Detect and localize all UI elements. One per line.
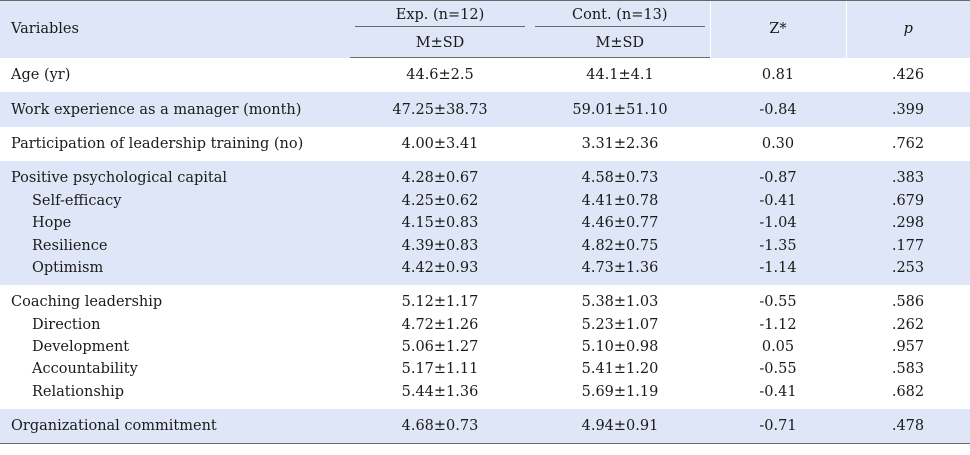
p-value: .762	[891, 135, 925, 152]
cont-value: 44.1±4.1	[586, 67, 654, 84]
cont-value: 5.23±1.07	[581, 316, 659, 333]
p-value: .586	[891, 294, 925, 311]
cont-value: 3.31±2.36	[581, 135, 659, 152]
row-label: Work experience as a manager (month)	[0, 98, 350, 121]
p-value: .253	[846, 256, 970, 280]
header-z: Z*	[709, 0, 846, 58]
z-value: 0.30	[761, 135, 795, 152]
table-header: Variables Exp. (n=12) Cont. (n=13) Z* p …	[0, 0, 970, 58]
header-variables: Variables	[0, 0, 350, 58]
header-msd-exp: M±SD	[350, 29, 530, 58]
comparison-table: Variables Exp. (n=12) Cont. (n=13) Z* p …	[0, 0, 970, 445]
header-p: p	[845, 0, 970, 58]
row-label: Direction	[32, 316, 101, 333]
cont-value: 4.82±0.75	[530, 234, 710, 257]
cont-value: 5.69±1.19	[581, 383, 659, 400]
cont-value: 4.73±1.36	[530, 256, 710, 280]
cont-value: 5.38±1.03	[581, 294, 659, 311]
p-value: .399	[846, 98, 970, 121]
p-value: .679	[846, 189, 970, 212]
header-cont: Cont. (n=13)	[534, 3, 705, 27]
cont-value: 4.46±0.77	[530, 211, 710, 235]
header-exp: Exp. (n=12)	[355, 3, 525, 27]
z-value: -1.12	[759, 316, 797, 333]
exp-value: 4.68±0.73	[350, 415, 530, 438]
exp-value: 5.12±1.17	[401, 294, 479, 311]
header-msd-cont: M±SD	[530, 29, 710, 58]
row-label: Self-efficacy	[0, 189, 350, 212]
row-label: Resilience	[0, 234, 350, 257]
table-row: Accountability 5.17±1.11 5.41±1.20 -0.55…	[0, 358, 970, 380]
table-row: Positive psychological capital 4.28±0.67…	[0, 167, 970, 190]
cont-value: 4.41±0.78	[530, 189, 710, 212]
z-value: 0.81	[761, 67, 795, 84]
cont-value: 5.10±0.98	[581, 339, 659, 356]
exp-value: 4.25±0.62	[350, 189, 530, 212]
table-row: Age (yr) 44.6±2.5 44.1±4.1 0.81 .426	[0, 64, 970, 86]
row-label: Accountability	[32, 361, 138, 378]
exp-value: 5.44±1.36	[401, 383, 479, 400]
row-label: Age (yr)	[11, 67, 71, 84]
exp-value: 4.15±0.83	[350, 211, 530, 235]
z-value: -0.71	[710, 415, 846, 438]
p-value: .383	[846, 167, 970, 190]
row-label: Relationship	[32, 383, 125, 400]
exp-value: 4.72±1.26	[401, 316, 479, 333]
p-value: .583	[891, 361, 925, 378]
row-label: Optimism	[0, 256, 350, 280]
header-cont-group: Cont. (n=13)	[530, 0, 710, 29]
z-value: -1.04	[710, 211, 846, 235]
exp-value: 4.00±3.41	[401, 135, 479, 152]
p-value: .682	[891, 383, 925, 400]
row-label: Organizational commitment	[0, 415, 350, 438]
table-row: Coaching leadership 5.12±1.17 5.38±1.03 …	[0, 291, 970, 313]
exp-value: 4.39±0.83	[350, 234, 530, 257]
table-row: Direction 4.72±1.26 5.23±1.07 -1.12 .262	[0, 314, 970, 336]
z-value: 0.05	[761, 339, 795, 356]
table-row: Hope 4.15±0.83 4.46±0.77 -1.04 .298	[0, 211, 970, 235]
table-row: Relationship 5.44±1.36 5.69±1.19 -0.41 .…	[0, 381, 970, 403]
p-value: .298	[846, 211, 970, 235]
z-value: -0.87	[710, 167, 846, 190]
z-value: -0.55	[759, 294, 797, 311]
table-row: Resilience 4.39±0.83 4.82±0.75 -1.35 .17…	[0, 234, 970, 257]
row-label: Development	[32, 339, 130, 356]
z-value: -0.41	[759, 383, 797, 400]
row-label: Participation of leadership training (no…	[11, 135, 304, 152]
table-row: Organizational commitment 4.68±0.73 4.94…	[0, 415, 970, 438]
table-row: Development 5.06±1.27 5.10±0.98 0.05 .95…	[0, 336, 970, 358]
header-exp-group: Exp. (n=12)	[350, 0, 530, 29]
z-value: -0.55	[759, 361, 797, 378]
exp-value: 5.06±1.27	[401, 339, 479, 356]
exp-value: 4.42±0.93	[350, 256, 530, 280]
table-row: Optimism 4.42±0.93 4.73±1.36 -1.14 .253	[0, 256, 970, 280]
p-value: .262	[891, 316, 925, 333]
row-label: Positive psychological capital	[0, 167, 350, 190]
z-value: -1.14	[710, 256, 846, 280]
exp-value: 5.17±1.11	[401, 361, 479, 378]
cont-value: 5.41±1.20	[581, 361, 659, 378]
z-value: -1.35	[710, 234, 846, 257]
table-row: Participation of leadership training (no…	[0, 133, 970, 155]
exp-value: 47.25±38.73	[350, 98, 530, 121]
table-row: Work experience as a manager (month) 47.…	[0, 98, 970, 121]
exp-value: 44.6±2.5	[406, 67, 474, 84]
cont-value: 4.94±0.91	[530, 415, 710, 438]
p-value: .426	[891, 67, 925, 84]
row-label: Coaching leadership	[11, 294, 163, 311]
row-label: Hope	[0, 211, 350, 235]
p-value: .957	[891, 339, 925, 356]
cont-value: 59.01±51.10	[530, 98, 710, 121]
cont-value: 4.58±0.73	[530, 167, 710, 190]
table-body: Age (yr) 44.6±2.5 44.1±4.1 0.81 .426 Wor…	[0, 58, 970, 445]
exp-value: 4.28±0.67	[350, 167, 530, 190]
p-value: .478	[846, 415, 970, 438]
table-row: Self-efficacy 4.25±0.62 4.41±0.78 -0.41 …	[0, 189, 970, 212]
p-value: .177	[846, 234, 970, 257]
z-value: -0.84	[710, 98, 846, 121]
z-value: -0.41	[710, 189, 846, 212]
